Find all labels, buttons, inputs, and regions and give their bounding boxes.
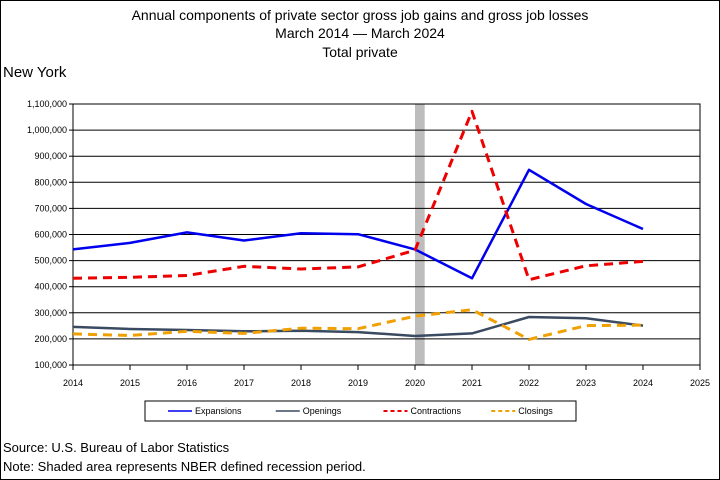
legend-label-closings: Closings: [518, 406, 553, 416]
x-tick-label: 2020: [405, 378, 425, 388]
y-tick-label: 400,000: [34, 282, 67, 292]
series-line-openings: [72, 315, 644, 338]
recession-note: Note: Shaded area represents NBER define…: [3, 459, 366, 474]
x-tick-label: 2021: [462, 378, 482, 388]
x-tick-label: 2023: [576, 378, 596, 388]
legend-box: [144, 400, 577, 422]
y-tick-label: 900,000: [34, 151, 67, 161]
series-line-expansions: [72, 168, 644, 280]
x-tick-label: 2015: [120, 378, 140, 388]
y-tick-label: 100,000: [34, 360, 67, 370]
y-tick-label: 200,000: [34, 334, 67, 344]
chart-title-line-2: March 2014 — March 2024: [275, 25, 445, 41]
x-tick-label: 2016: [177, 378, 197, 388]
x-tick-label: 2022: [519, 378, 539, 388]
chart-title-line-3: Total private: [322, 44, 398, 60]
x-tick-label: 2025: [690, 378, 710, 388]
x-tick-label: 2024: [633, 378, 653, 388]
region-label: New York: [3, 64, 67, 81]
legend-label-expansions: Expansions: [195, 406, 242, 416]
x-tick-label: 2019: [348, 378, 368, 388]
y-tick-label: 1,100,000: [27, 99, 67, 109]
legend-label-openings: Openings: [303, 406, 342, 416]
series-line-contractions: [72, 109, 644, 282]
y-tick-label: 500,000: [34, 256, 67, 266]
x-tick-label: 2017: [234, 378, 254, 388]
plot-area-border: [72, 103, 701, 366]
x-tick-label: 2014: [63, 378, 83, 388]
legend-label-contractions: Contractions: [411, 406, 462, 416]
y-tick-label: 1,000,000: [27, 125, 67, 135]
chart-title-line-1: Annual components of private sector gros…: [131, 7, 589, 23]
source-note: Source: U.S. Bureau of Labor Statistics: [3, 440, 230, 455]
y-tick-label: 700,000: [34, 203, 67, 213]
x-tick-label: 2018: [291, 378, 311, 388]
series-line-closings: [72, 308, 644, 341]
y-tick-label: 800,000: [34, 177, 67, 187]
y-tick-label: 600,000: [34, 230, 67, 240]
y-tick-label: 300,000: [34, 308, 67, 318]
